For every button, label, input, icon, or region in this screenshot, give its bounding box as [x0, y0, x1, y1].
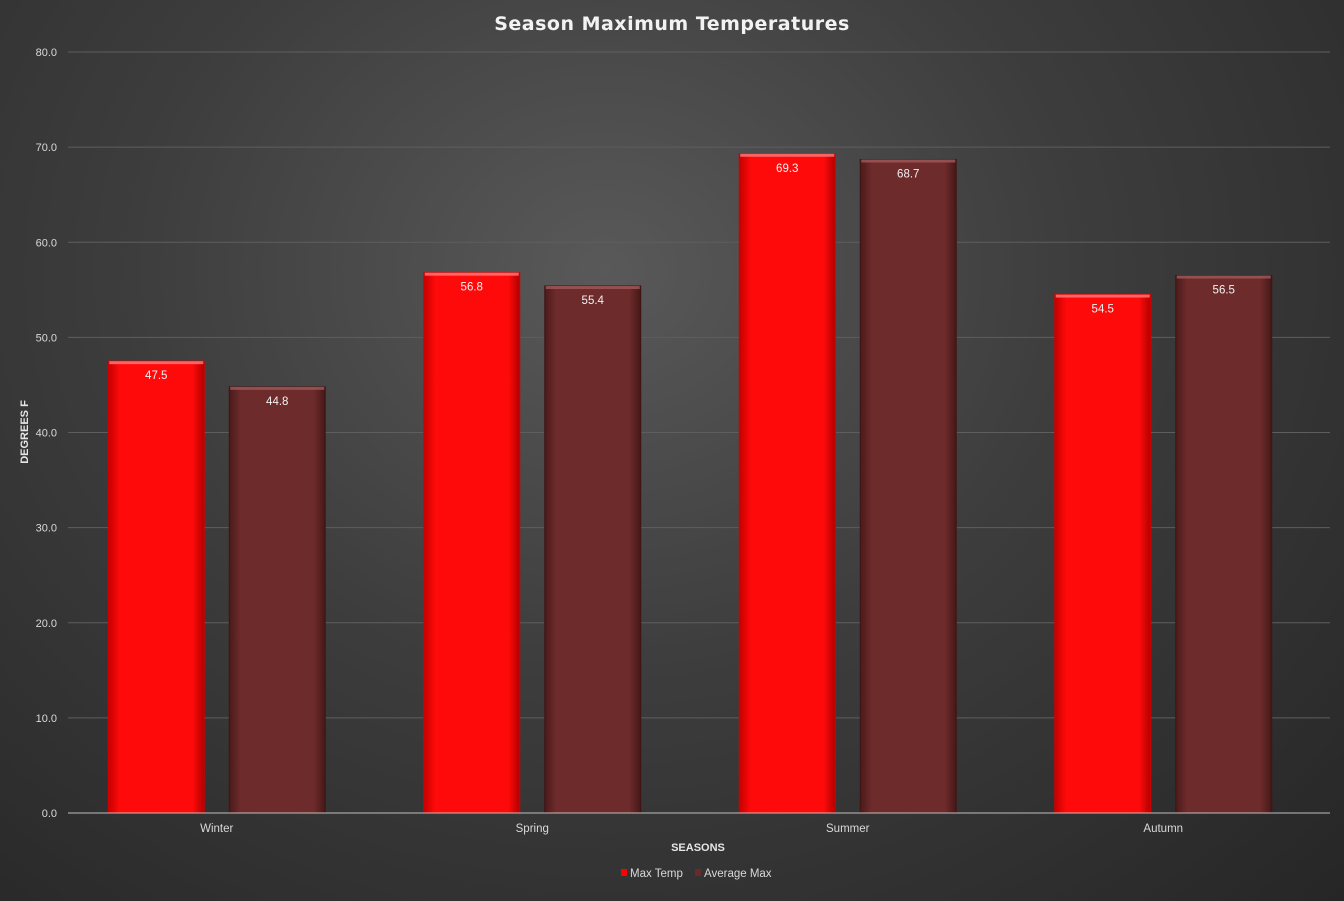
- bar-max-temp[interactable]: [423, 272, 521, 814]
- legend-label-max-temp: Max Temp: [630, 868, 683, 880]
- legend: Max Temp Average Max: [621, 868, 772, 880]
- legend-item-average-max[interactable]: Average Max: [695, 868, 772, 880]
- data-label: 69.3: [776, 163, 798, 175]
- y-tick-label: 10.0: [36, 713, 57, 725]
- data-label: 55.4: [582, 295, 605, 307]
- x-tick-label: Winter: [200, 823, 233, 835]
- legend-swatch-average-max: [695, 869, 701, 876]
- chart-title: Season Maximum Temperatures: [494, 13, 850, 35]
- bar-max-temp[interactable]: [738, 153, 836, 814]
- x-tick-label: Spring: [516, 823, 549, 835]
- bar-highlight: [230, 386, 325, 390]
- bar-highlight: [1055, 294, 1150, 298]
- bar-highlight: [861, 159, 956, 163]
- y-axis-title: DEGREES F: [19, 400, 31, 464]
- bar-highlight: [109, 361, 204, 365]
- x-axis-categories: Winter Spring Summer Autumn: [200, 823, 1183, 835]
- bar-highlight: [1176, 275, 1271, 279]
- bar-average-max[interactable]: [1175, 275, 1273, 814]
- x-tick-label: Summer: [826, 823, 870, 835]
- legend-item-max-temp[interactable]: Max Temp: [621, 868, 683, 880]
- bar-max-temp[interactable]: [107, 360, 205, 814]
- y-tick-label: 0.0: [42, 808, 57, 820]
- y-tick-label: 30.0: [36, 523, 57, 535]
- bar-max-temp[interactable]: [1054, 294, 1152, 814]
- y-axis-ticks: 0.0 10.0 20.0 30.0 40.0 50.0 60.0 70.0 80.0: [36, 47, 57, 820]
- bar-highlight: [424, 272, 519, 276]
- y-tick-label: 60.0: [36, 237, 57, 249]
- data-labels: 47.5 44.8 56.8 55.4 69.3 68.7 54.5 56.5: [145, 163, 1235, 408]
- data-label: 47.5: [145, 370, 167, 382]
- x-tick-label: Autumn: [1143, 823, 1183, 835]
- y-tick-label: 80.0: [36, 47, 57, 59]
- bar-average-max[interactable]: [859, 158, 957, 814]
- bar-average-max[interactable]: [228, 386, 326, 814]
- y-tick-label: 40.0: [36, 428, 57, 440]
- bar-average-max[interactable]: [544, 285, 642, 814]
- legend-swatch-max-temp: [621, 869, 627, 876]
- legend-label-average-max: Average Max: [704, 868, 772, 880]
- y-tick-label: 50.0: [36, 332, 57, 344]
- bar-highlight: [545, 286, 640, 290]
- data-label: 44.8: [266, 396, 288, 408]
- x-axis-title: SEASONS: [671, 842, 725, 854]
- y-tick-label: 20.0: [36, 618, 57, 630]
- bars: [107, 153, 1273, 814]
- data-label: 54.5: [1092, 304, 1114, 316]
- y-tick-label: 70.0: [36, 142, 57, 154]
- data-label: 56.5: [1213, 285, 1235, 297]
- data-label: 68.7: [897, 168, 919, 180]
- bar-highlight: [740, 153, 835, 157]
- data-label: 56.8: [461, 282, 483, 294]
